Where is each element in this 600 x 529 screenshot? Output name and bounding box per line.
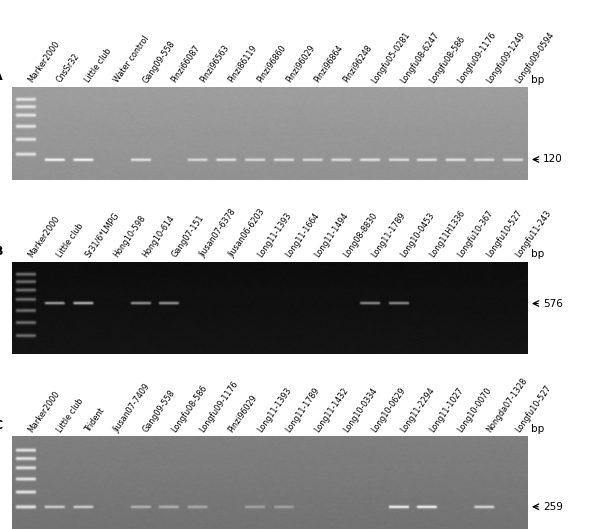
Text: Long11-1393: Long11-1393 [256,386,293,434]
Text: Long10-0453: Long10-0453 [399,211,436,259]
Text: Pinzi86119: Pinzi86119 [227,44,259,85]
Text: Pinzi96860: Pinzi96860 [256,44,288,85]
Text: Long11-1789: Long11-1789 [284,386,322,434]
Text: Marker2000: Marker2000 [26,389,61,434]
Text: Pinzi96864: Pinzi96864 [313,44,346,85]
Text: Longfu08-586: Longfu08-586 [428,34,467,85]
Text: Gang09-558: Gang09-558 [141,39,177,85]
Text: Longfu10-527: Longfu10-527 [514,383,553,434]
Text: Longfu05-0281: Longfu05-0281 [370,30,412,85]
Text: Long10-0334: Long10-0334 [341,386,379,434]
Text: Long11-1027: Long11-1027 [428,386,465,434]
Text: 259: 259 [543,502,563,512]
Text: Long10-0629: Long10-0629 [370,386,408,434]
Text: Pinzi66087: Pinzi66087 [170,44,202,85]
Text: 576: 576 [543,298,563,308]
Text: Long11-2294: Long11-2294 [399,386,437,434]
Text: Longfu08-586: Longfu08-586 [170,384,209,434]
Text: Trident: Trident [83,406,107,434]
Text: Longfu11-243: Longfu11-243 [514,209,553,259]
Text: Little club: Little club [55,396,85,434]
Text: Longfu08-6247: Longfu08-6247 [399,30,441,85]
Text: Longfu09-0594: Longfu09-0594 [514,30,556,85]
Text: CnsSr32: CnsSr32 [55,52,82,85]
Text: Gang09-558: Gang09-558 [141,388,177,434]
Text: Long11-1432: Long11-1432 [313,386,350,434]
Text: Long10-0070: Long10-0070 [457,386,494,434]
Text: Marker2000: Marker2000 [26,40,61,85]
Text: bp: bp [531,75,544,85]
Text: Sr31/6*LMPG: Sr31/6*LMPG [83,211,121,259]
Text: A: A [0,70,3,83]
Text: Pinzi96029: Pinzi96029 [284,43,317,85]
Text: Marker2000: Marker2000 [26,215,61,259]
Text: Longfu10-367: Longfu10-367 [457,209,496,259]
Text: Long11H1336: Long11H1336 [428,209,467,259]
Text: Long11-1494: Long11-1494 [313,211,350,259]
Text: Long11-1789: Long11-1789 [370,211,408,259]
Text: C: C [0,419,3,432]
Text: Hong10-598: Hong10-598 [112,214,148,259]
Text: Jiusan06-6203: Jiusan06-6203 [227,208,267,259]
Text: Longfu09-1176: Longfu09-1176 [457,30,499,85]
Text: Jiusan07-7409: Jiusan07-7409 [112,382,152,434]
Text: Pinzi96248: Pinzi96248 [341,44,374,85]
Text: Hong10-614: Hong10-614 [141,214,176,259]
Text: Long08-8830: Long08-8830 [341,211,379,259]
Text: Longfu10-527: Longfu10-527 [485,208,524,259]
Text: bp: bp [531,249,544,259]
Text: Nongda07-1328: Nongda07-1328 [485,376,529,434]
Text: Little club: Little club [55,222,85,259]
Text: Jiusan07-6378: Jiusan07-6378 [199,207,238,259]
Text: Pinzi96563: Pinzi96563 [199,44,231,85]
Text: B: B [0,244,3,258]
Text: Gang07-151: Gang07-151 [170,214,205,259]
Text: Pinzi96029: Pinzi96029 [227,393,259,434]
Text: 120: 120 [543,154,563,165]
Text: Long11-1393: Long11-1393 [256,211,293,259]
Text: Little club: Little club [83,47,113,85]
Text: bp: bp [531,424,544,434]
Text: Water control: Water control [112,35,151,85]
Text: Longfu09-1249: Longfu09-1249 [485,30,527,85]
Text: Longfu09-1176: Longfu09-1176 [199,379,241,434]
Text: Long11-1664: Long11-1664 [284,211,322,259]
